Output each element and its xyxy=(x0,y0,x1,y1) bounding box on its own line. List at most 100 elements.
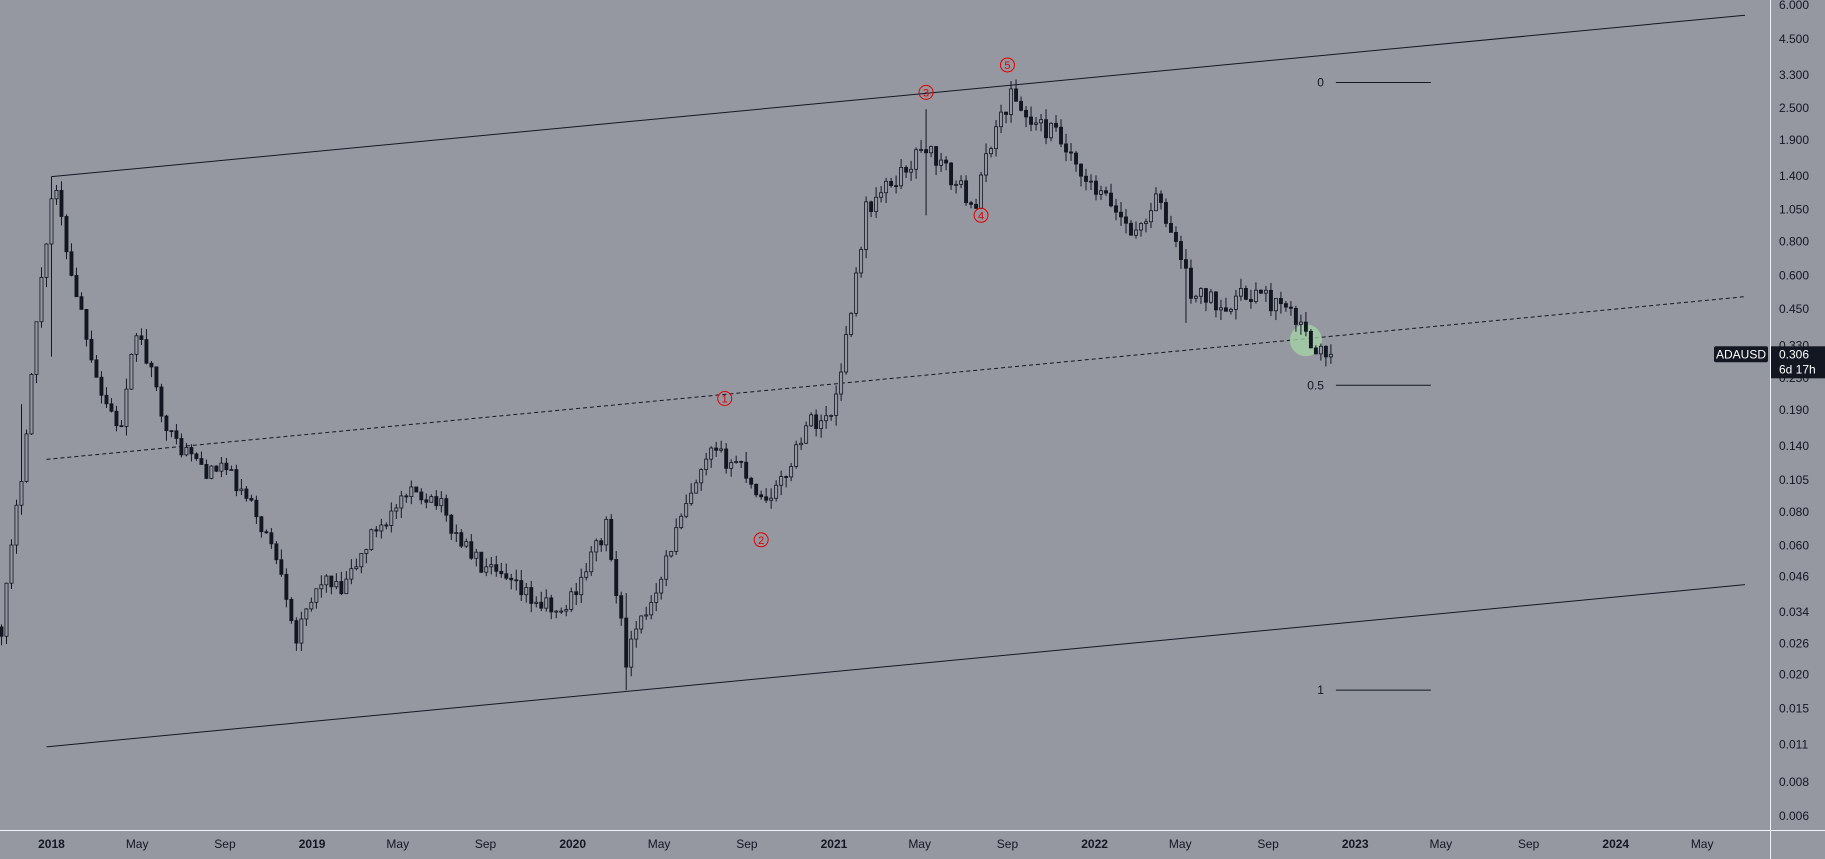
candle xyxy=(1034,116,1038,131)
candle xyxy=(754,483,759,498)
candle xyxy=(999,104,1003,134)
candle xyxy=(419,488,424,505)
price-tick-label: 0.020 xyxy=(1779,667,1809,681)
candle-body xyxy=(1253,289,1258,303)
candle-body xyxy=(184,447,189,456)
candle xyxy=(1184,249,1188,323)
candle-body xyxy=(289,598,294,622)
candle xyxy=(759,490,764,500)
candle xyxy=(1094,175,1098,201)
candle-body xyxy=(1054,122,1058,128)
candle xyxy=(604,516,609,552)
candle-body xyxy=(769,497,774,501)
candle-body xyxy=(709,447,714,460)
candle xyxy=(929,145,934,158)
candle xyxy=(764,488,769,504)
candle-body xyxy=(974,203,979,209)
candle xyxy=(1243,285,1248,301)
candle-body xyxy=(284,573,289,600)
candle xyxy=(249,494,254,502)
candle xyxy=(214,465,219,473)
candle-body xyxy=(764,496,769,501)
candle-body xyxy=(324,575,329,586)
candle-body xyxy=(774,484,779,499)
candle-body xyxy=(1184,259,1188,269)
price-tick-label: 0.140 xyxy=(1779,439,1809,453)
candle xyxy=(1328,344,1333,364)
candle xyxy=(854,267,859,317)
candle xyxy=(389,502,394,533)
candle-body xyxy=(449,514,454,534)
candle-body xyxy=(1303,321,1308,332)
candle-body xyxy=(564,608,569,612)
candle xyxy=(499,562,504,578)
candle-body xyxy=(1179,241,1183,261)
candle xyxy=(4,582,9,644)
candle-body xyxy=(504,573,509,579)
candle xyxy=(139,328,144,346)
candle xyxy=(19,404,24,515)
candle xyxy=(1248,289,1253,309)
candle-body xyxy=(1144,221,1148,225)
candle xyxy=(1273,297,1278,321)
candle-body xyxy=(819,420,824,429)
candle xyxy=(379,518,384,539)
candle-body xyxy=(224,462,229,471)
candle-body xyxy=(399,495,404,509)
candle xyxy=(339,571,344,596)
price-tick-label: 0.060 xyxy=(1779,539,1809,553)
trendline-dashed[interactable] xyxy=(46,296,1746,460)
candle-body xyxy=(1323,345,1328,358)
candle xyxy=(944,156,949,171)
candle-body xyxy=(1258,289,1263,294)
candle xyxy=(479,551,484,574)
candle xyxy=(259,515,264,538)
candle-body xyxy=(949,162,954,186)
candle-body xyxy=(724,448,729,469)
candle-body xyxy=(664,555,669,580)
candle xyxy=(434,490,439,510)
channel-line-0[interactable] xyxy=(51,14,1746,178)
candle-body xyxy=(69,251,74,276)
wave-label-circle xyxy=(753,532,769,548)
candle-body xyxy=(1119,211,1123,218)
candle xyxy=(1159,190,1163,210)
channel-line-1[interactable] xyxy=(46,584,1746,748)
candle xyxy=(334,573,339,590)
candle xyxy=(354,558,359,571)
candle-body xyxy=(479,551,484,573)
candle-body xyxy=(309,601,314,610)
candle-body xyxy=(994,126,999,150)
wave-label[interactable]: 3 xyxy=(918,84,934,100)
candle xyxy=(509,573,514,590)
wave-label[interactable]: 2 xyxy=(753,532,769,548)
wave-label[interactable]: 5 xyxy=(999,57,1015,73)
last-price-tag-background xyxy=(1771,346,1825,379)
wave-label[interactable]: 4 xyxy=(973,207,989,223)
price-tick-label: 0.190 xyxy=(1779,403,1809,417)
candle-body xyxy=(419,491,424,501)
price-tick-label: 0.011 xyxy=(1779,738,1808,752)
candle xyxy=(1124,209,1128,234)
price-axis[interactable]: 6.000 4.500 3.300 2.500 1.900 1.400 1.050 0.800… xyxy=(1779,0,1809,823)
candle xyxy=(1074,150,1078,172)
candle-body xyxy=(729,462,734,469)
wave-label[interactable]: 1 xyxy=(717,390,733,406)
candle xyxy=(1119,202,1123,226)
candle xyxy=(104,387,109,409)
candle xyxy=(374,526,379,538)
candle-body xyxy=(649,602,654,616)
candle xyxy=(864,196,869,259)
candle xyxy=(554,610,559,619)
candle-body xyxy=(1079,163,1083,177)
candle xyxy=(364,548,369,564)
candle-body xyxy=(579,576,584,596)
candle xyxy=(529,580,534,613)
candle xyxy=(1323,345,1328,367)
candle xyxy=(1149,202,1153,229)
time-axis[interactable]: 2018 May Sep 2019 May Sep 2020 May Sep 2021 May Sep… xyxy=(38,837,1713,851)
price-tick-label: 6.000 xyxy=(1779,0,1809,12)
candle xyxy=(124,378,129,436)
